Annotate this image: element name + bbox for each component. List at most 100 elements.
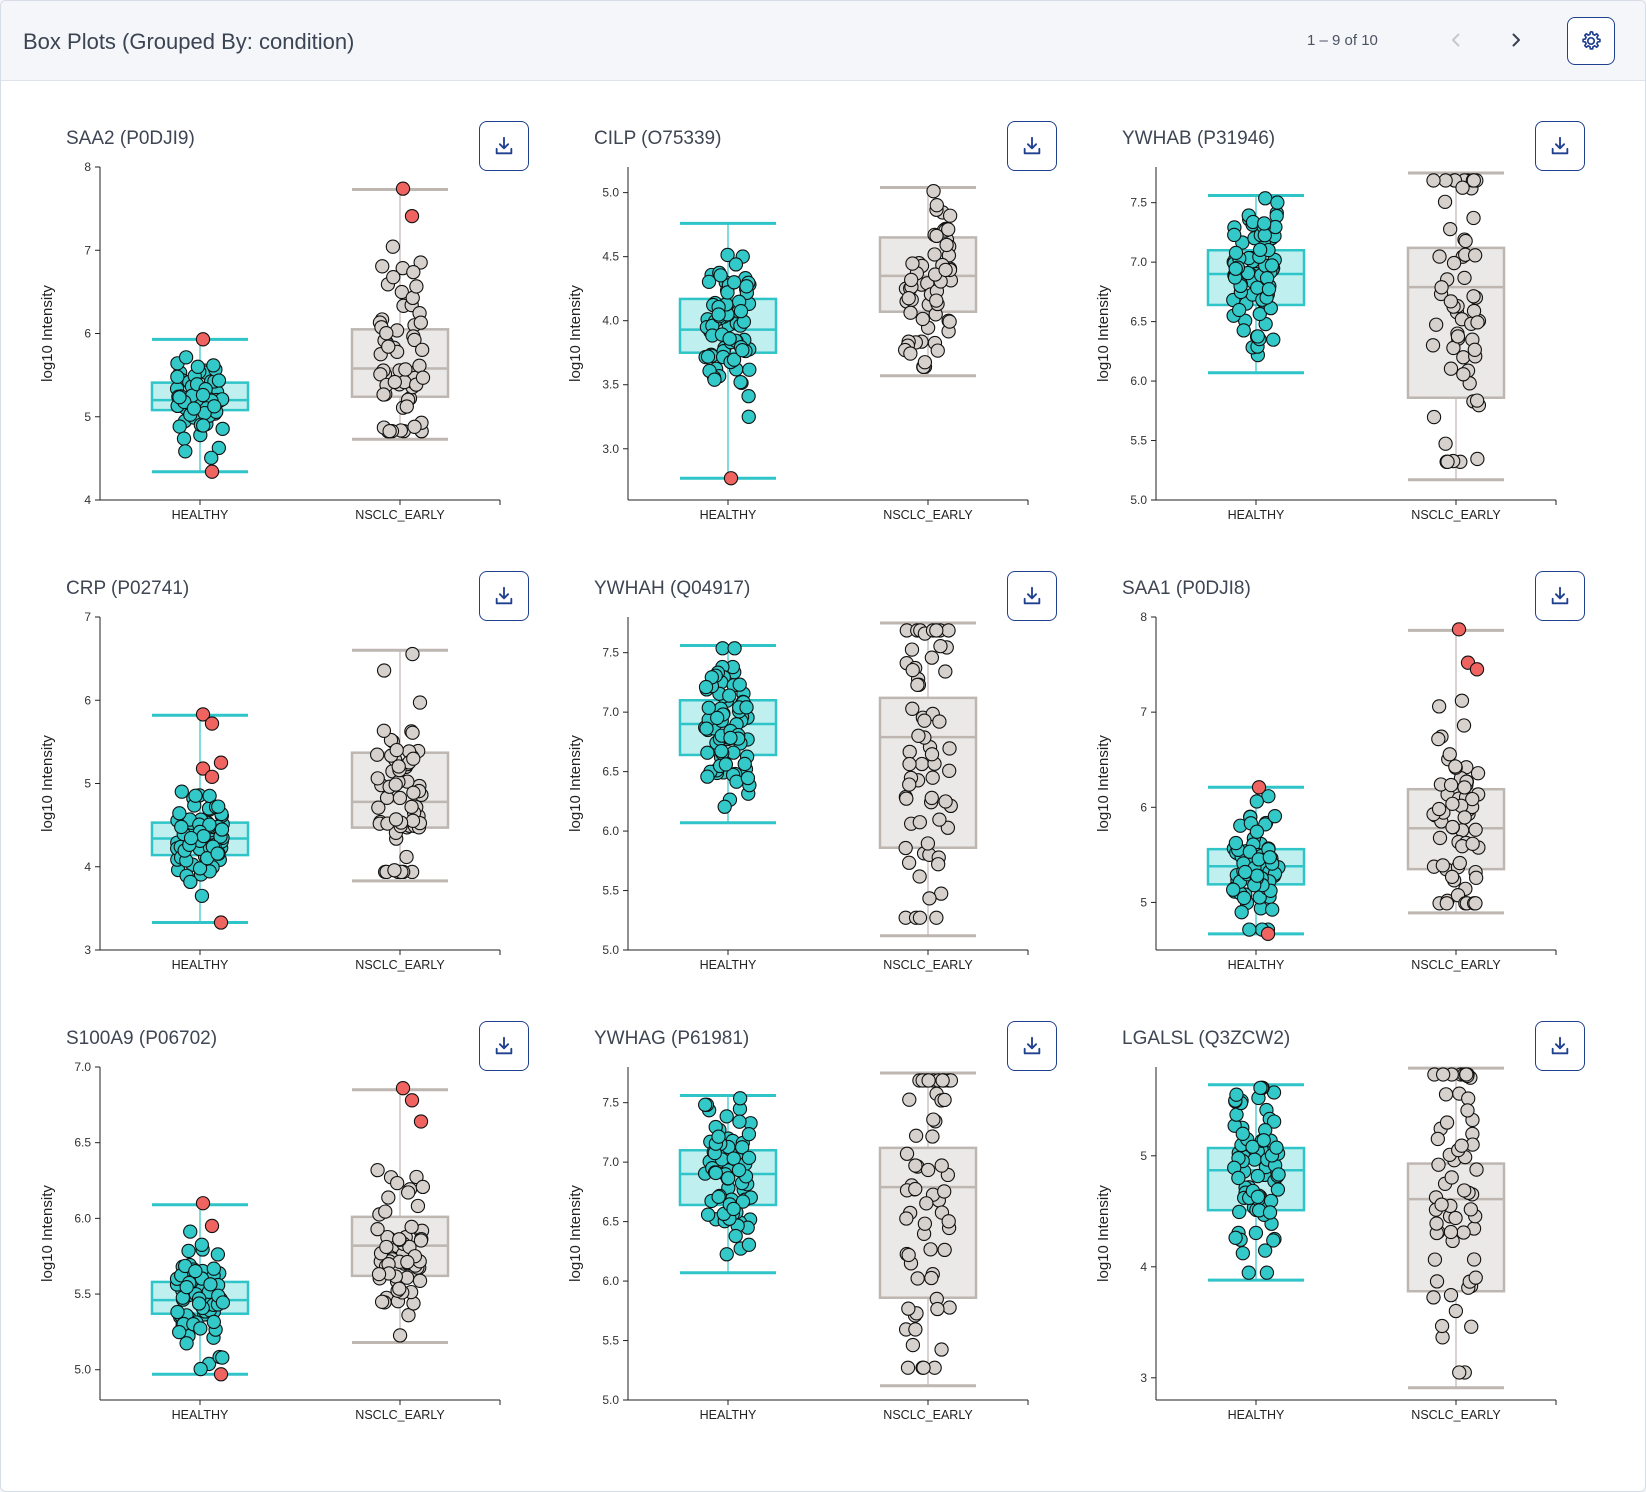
- x-category-label: HEALTHY: [1228, 958, 1285, 972]
- gear-icon: [1582, 30, 1601, 50]
- x-category-label: NSCLC_EARLY: [1411, 508, 1501, 522]
- box-plot-card: YWHAG (P61981) 5.0 5.5 6.0 6.5 7.0 7.5 log10 In…: [559, 1009, 1087, 1459]
- y-tick-label: 7.5: [602, 646, 619, 660]
- data-point: [1439, 1115, 1455, 1130]
- data-point: [1435, 1067, 1451, 1082]
- data-point: [211, 440, 227, 456]
- data-point: [215, 1295, 231, 1310]
- download-button[interactable]: [1007, 121, 1057, 171]
- data-point: [915, 311, 930, 327]
- data-point: [1445, 796, 1460, 811]
- y-axis-title: log10 Intensity: [1095, 735, 1112, 832]
- data-point: [908, 1181, 923, 1197]
- data-point: [376, 723, 392, 738]
- data-point: [739, 700, 754, 715]
- settings-button[interactable]: [1567, 17, 1615, 65]
- data-point: [401, 1185, 416, 1200]
- data-point: [1232, 1204, 1247, 1220]
- outlier-point: [213, 755, 229, 770]
- data-point: [902, 777, 917, 792]
- download-button[interactable]: [479, 571, 529, 621]
- data-point: [718, 757, 734, 772]
- data-point: [708, 1165, 723, 1181]
- data-point: [188, 1263, 203, 1279]
- download-button[interactable]: [479, 121, 529, 171]
- data-point: [1470, 451, 1485, 467]
- y-axis-title: log10 Intensity: [567, 1185, 584, 1282]
- download-button[interactable]: [479, 1021, 529, 1071]
- data-point: [938, 794, 953, 809]
- data-point: [1241, 1265, 1256, 1280]
- next-page-button[interactable]: [1501, 25, 1531, 55]
- data-point: [1469, 393, 1485, 408]
- data-point: [1466, 173, 1481, 188]
- data-point: [183, 874, 198, 890]
- download-button[interactable]: [1535, 121, 1585, 171]
- y-axis-title: log10 Intensity: [39, 735, 56, 832]
- x-category-label: NSCLC_EARLY: [883, 958, 973, 972]
- data-point: [379, 326, 394, 341]
- data-point: [737, 756, 752, 772]
- y-tick-label: 4.5: [602, 250, 619, 264]
- data-point: [371, 1266, 387, 1282]
- data-point: [930, 1301, 945, 1317]
- data-point: [1266, 332, 1281, 347]
- data-point: [1468, 896, 1483, 911]
- data-point: [741, 1126, 757, 1142]
- chart-title: YWHAB (P31946): [1122, 128, 1276, 149]
- download-button[interactable]: [1007, 1021, 1057, 1071]
- box-plot-chart: 5 6 7 8 log10 Intensity HEALTHY NSCLC_EARLY: [1095, 610, 1557, 972]
- x-category-label: NSCLC_EARLY: [355, 958, 445, 972]
- download-button[interactable]: [1535, 571, 1585, 621]
- data-point: [728, 257, 744, 272]
- data-point: [932, 812, 947, 827]
- download-icon: [495, 1036, 513, 1055]
- data-point: [1249, 794, 1264, 809]
- data-point: [1445, 819, 1460, 835]
- y-tick-label: 5.5: [602, 884, 619, 898]
- data-point: [1250, 329, 1265, 344]
- outlier-point: [195, 1196, 211, 1211]
- data-point: [733, 303, 749, 319]
- data-point: [742, 362, 757, 377]
- data-point: [1452, 855, 1467, 871]
- data-point: [1261, 282, 1277, 297]
- data-point: [1468, 822, 1483, 837]
- data-point: [415, 1179, 431, 1195]
- data-point: [1461, 1091, 1476, 1106]
- data-point: [1448, 759, 1463, 774]
- data-point: [932, 714, 947, 729]
- data-point: [903, 305, 918, 320]
- y-tick-label: 4.0: [602, 314, 619, 328]
- previous-page-button[interactable]: [1441, 25, 1471, 55]
- y-tick-label: 5: [1140, 895, 1147, 909]
- x-category-label: HEALTHY: [172, 1408, 229, 1422]
- data-point: [398, 362, 413, 377]
- data-point: [196, 418, 211, 433]
- outlier-point: [195, 707, 211, 722]
- data-point: [407, 332, 422, 348]
- data-point: [412, 358, 427, 373]
- download-button[interactable]: [1535, 1021, 1585, 1071]
- data-point: [1448, 1210, 1463, 1226]
- data-point: [1444, 1170, 1459, 1185]
- outlier-point: [204, 716, 220, 731]
- y-tick-label: 7.5: [602, 1096, 619, 1110]
- data-point: [933, 639, 948, 654]
- data-point: [732, 1114, 747, 1129]
- x-category-label: NSCLC_EARLY: [883, 1408, 973, 1422]
- data-point: [905, 256, 920, 271]
- data-point: [1434, 280, 1449, 295]
- download-button[interactable]: [1007, 571, 1057, 621]
- data-point: [406, 751, 421, 766]
- data-point: [1257, 1243, 1273, 1258]
- chart-title: SAA2 (P0DJI9): [66, 128, 195, 149]
- data-point: [388, 777, 403, 792]
- data-point: [719, 1109, 734, 1124]
- data-point: [715, 641, 730, 656]
- y-tick-label: 5.0: [602, 186, 619, 200]
- data-point: [386, 270, 401, 285]
- data-point: [719, 1247, 734, 1262]
- data-point: [1257, 216, 1272, 231]
- data-point: [1443, 1224, 1459, 1240]
